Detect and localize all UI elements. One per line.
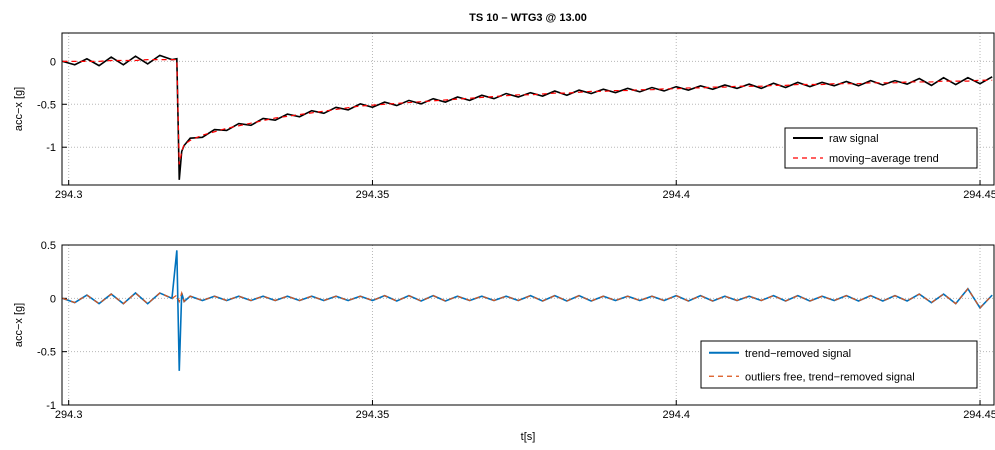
legend-label: trend−removed signal — [745, 348, 851, 360]
y-axis-label: acc−x [g] — [13, 87, 25, 131]
x-tick-label: 294.3 — [55, 189, 83, 201]
x-tick-label: 294.35 — [356, 409, 390, 421]
x-tick-label: 294.3 — [55, 409, 83, 421]
legend-label: outliers free, trend−removed signal — [745, 371, 915, 383]
data-line — [62, 54, 993, 180]
y-tick-label: -1 — [46, 142, 56, 154]
y-axis-label: acc−x [g] — [13, 303, 25, 347]
x-tick-label: 294.45 — [963, 189, 995, 201]
series-group — [62, 54, 993, 180]
x-tick-label: 294.45 — [963, 409, 995, 421]
legend-box — [700, 340, 978, 389]
y-tick-label: -0.5 — [37, 99, 56, 111]
y-tick-label: -0.5 — [37, 347, 56, 359]
legend-label: moving−average trend — [829, 153, 939, 165]
data-line — [62, 59, 993, 165]
y-tick-label: 0 — [50, 56, 56, 68]
y-tick-label: -1 — [46, 400, 56, 412]
y-tick-label: 0.5 — [41, 240, 56, 252]
series-group — [62, 250, 993, 371]
axes-box — [61, 32, 995, 186]
x-tick-label: 294.4 — [662, 409, 690, 421]
legend-label: raw signal — [829, 133, 879, 145]
x-axis-label: t[s] — [521, 431, 536, 443]
data-line — [62, 287, 993, 309]
legend-box — [784, 127, 978, 169]
axes-box — [61, 244, 995, 406]
x-tick-label: 294.4 — [662, 189, 690, 201]
chart-title: TS 10 – WTG3 @ 13.00 — [469, 12, 587, 24]
y-tick-label: 0 — [50, 293, 56, 305]
x-tick-label: 294.35 — [356, 189, 390, 201]
